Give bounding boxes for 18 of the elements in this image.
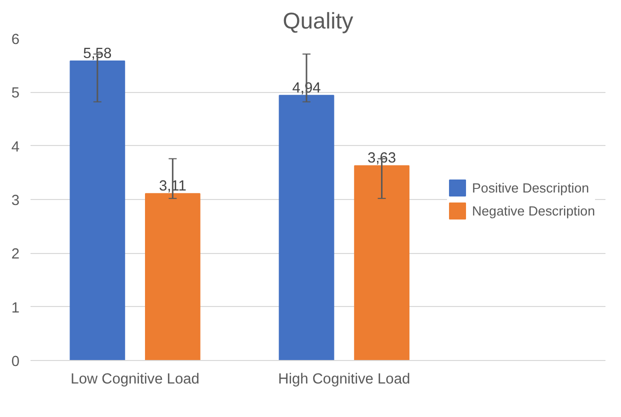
legend-label: Positive Description <box>472 180 590 195</box>
data-label: 3,63 <box>368 150 396 167</box>
y-tick-label: 2 <box>11 246 20 263</box>
y-tick-label: 6 <box>11 32 20 48</box>
data-label: 5,58 <box>83 46 112 62</box>
bar <box>354 165 410 360</box>
bar <box>145 193 200 360</box>
y-tick-label: 1 <box>11 300 20 316</box>
legend-label: Negative Description <box>472 203 595 218</box>
bar <box>70 60 126 360</box>
chart-title: Quality <box>282 8 354 34</box>
x-tick-label: High Cognitive Load <box>278 372 410 388</box>
bar <box>278 94 334 360</box>
x-tick-label: Low Cognitive Load <box>70 372 200 388</box>
y-tick-label: 4 <box>11 139 20 156</box>
y-tick-label: 5 <box>11 86 20 102</box>
y-tick-label: 0 <box>11 354 20 370</box>
y-tick-label: 3 <box>11 193 20 209</box>
